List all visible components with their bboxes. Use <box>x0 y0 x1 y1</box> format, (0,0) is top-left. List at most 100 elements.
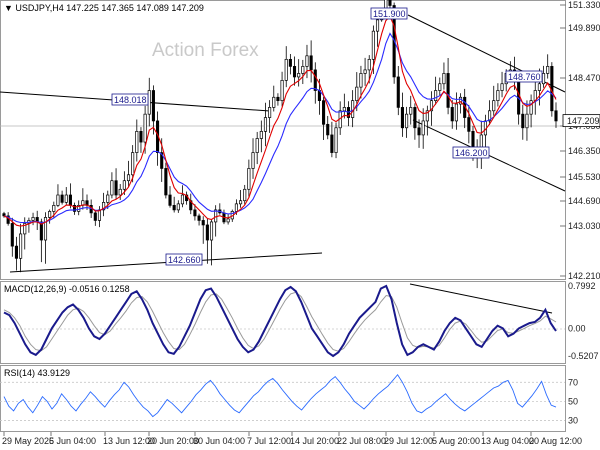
candle-body <box>172 205 176 211</box>
candle-body <box>450 107 454 122</box>
candle-body <box>114 180 118 196</box>
time-tick-label: 22 Jul 08:00 <box>337 436 386 446</box>
candle-body <box>201 220 205 226</box>
macd-line <box>3 284 557 358</box>
annotation-label: 151.900 <box>373 9 406 19</box>
candle-body <box>77 205 81 212</box>
macd-signal-line <box>3 291 557 352</box>
candle-body <box>276 96 280 101</box>
candle-body <box>56 194 60 206</box>
candle-body <box>247 168 251 190</box>
candle-body <box>537 83 541 91</box>
macd-tick-label: -0.5207 <box>568 351 599 361</box>
price-panel-frame <box>0 0 566 280</box>
candle-body <box>297 73 301 78</box>
candle-body <box>405 113 409 129</box>
candle-body <box>97 209 102 221</box>
candle-body <box>263 117 268 132</box>
candle-body <box>19 233 23 259</box>
price-tick-label: 144.690 <box>568 196 600 206</box>
candle-body <box>396 76 400 108</box>
candle-body <box>388 0 392 6</box>
candle-body <box>214 209 218 223</box>
annotation-box <box>111 93 149 106</box>
candle-body <box>326 123 330 136</box>
price-tick-label: 151.330 <box>568 0 600 10</box>
candle-body <box>209 221 214 241</box>
candle-body <box>23 223 27 235</box>
moving-average-blue <box>3 32 557 224</box>
candle-body <box>301 66 305 74</box>
macd-title: MACD(12,26,9) -0.0516 0.1258 <box>4 284 130 294</box>
macd-axis: 0.7992 0.00 -0.5207 <box>568 281 599 361</box>
annotation-box <box>370 7 408 20</box>
candle-body <box>371 30 375 60</box>
candle-body <box>488 110 492 122</box>
candle-body <box>400 107 404 129</box>
candle-body <box>425 110 429 122</box>
candle-body <box>446 73 450 108</box>
candle-body <box>292 66 297 78</box>
candle-body <box>259 131 263 139</box>
last-price-label: 147.209 <box>567 116 600 126</box>
time-tick-label: 20 Aug 12:00 <box>529 436 582 446</box>
candle-body <box>322 100 326 125</box>
candle-body <box>64 194 68 203</box>
candle-body <box>93 212 97 221</box>
last-price-box <box>562 114 600 128</box>
candle-body <box>73 205 77 212</box>
rsi-tick-label: 70 <box>568 377 578 387</box>
candle-body <box>10 223 14 247</box>
candle-body <box>334 127 338 153</box>
candle-body <box>143 113 147 143</box>
candle-body <box>367 58 371 71</box>
macd-divergence-line <box>409 283 553 314</box>
candle-body <box>205 224 209 241</box>
price-tick-label: 142.210 <box>568 271 600 281</box>
candle-body <box>106 194 110 203</box>
candle-body <box>363 69 367 74</box>
candle-body <box>492 100 496 112</box>
candle-body <box>288 58 292 67</box>
candle-body <box>110 180 114 196</box>
candle-body <box>135 131 139 153</box>
time-tick-label: 29 May 2025 <box>2 436 54 446</box>
candle-body <box>243 188 247 202</box>
candle-body <box>272 96 276 108</box>
price-tick-label: 146.350 <box>568 146 600 156</box>
candle-body <box>525 113 529 129</box>
time-tick-label: 13 Aug 04:00 <box>481 436 534 446</box>
macd-tick-label: 0.7992 <box>568 281 596 291</box>
annotation-label: 142.660 <box>168 255 201 265</box>
candle-body <box>131 152 135 176</box>
candle-body <box>305 55 309 67</box>
time-tick-label: 20 Jun 20:00 <box>147 436 199 446</box>
candle-body <box>330 134 334 153</box>
candle-body <box>541 73 546 85</box>
candle-body <box>342 107 346 112</box>
candle-body <box>102 202 106 211</box>
annotation-label: 146.200 <box>455 148 488 158</box>
candle-body <box>68 194 72 206</box>
annotation-label: 148.018 <box>114 95 147 105</box>
macd-tick-label: 0.00 <box>568 323 586 333</box>
candle-body <box>554 110 558 122</box>
candle-body <box>193 209 197 217</box>
watermark-text: Action Forex <box>152 40 259 61</box>
candle-body <box>239 200 243 205</box>
time-tick-label: 6 Jun 04:00 <box>49 436 96 446</box>
time-tick-label: 29 Jul 12:00 <box>384 436 433 446</box>
candle-body <box>442 73 446 85</box>
rsi-title: RSI(14) 43.9129 <box>4 368 70 378</box>
annotation-box <box>165 253 203 266</box>
candle-body <box>60 194 64 203</box>
macd-panel-frame <box>0 281 566 364</box>
candle-body <box>255 138 259 153</box>
candle-body <box>168 194 172 206</box>
candle-body <box>251 152 255 169</box>
candle-body <box>429 100 434 112</box>
candle-body <box>421 120 425 136</box>
price-axis: 151.330149.890148.470147.050146.350145.5… <box>560 0 600 281</box>
